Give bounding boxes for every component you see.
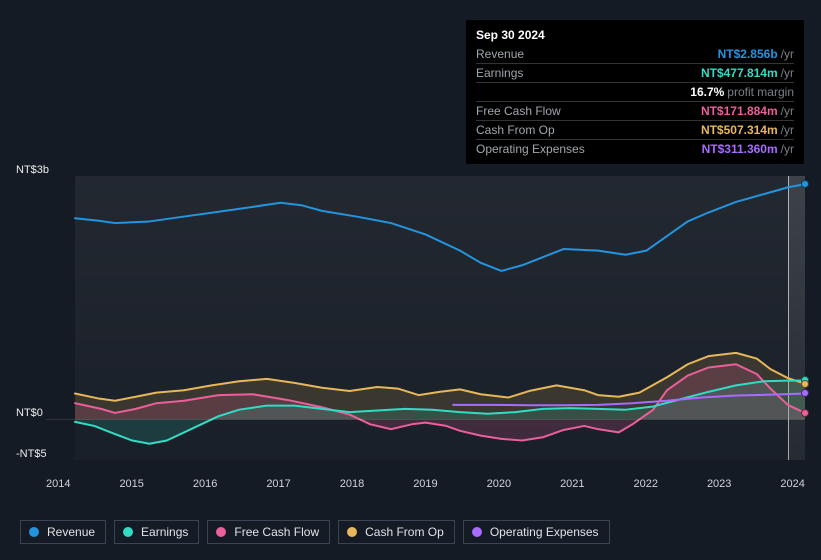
x-axis-tick: 2015 <box>119 478 143 490</box>
tooltip-row-label: Earnings <box>476 65 523 81</box>
legend-swatch <box>123 527 133 537</box>
series-end-dot <box>801 380 809 388</box>
legend-label: Earnings <box>141 525 188 539</box>
x-axis-tick: 2021 <box>560 478 584 490</box>
tooltip-row: Operating Expenses NT$311.360m/yr <box>476 139 794 158</box>
tooltip-row-label: Revenue <box>476 46 524 62</box>
legend-item[interactable]: Free Cash Flow <box>207 520 330 544</box>
legend-item[interactable]: Revenue <box>20 520 106 544</box>
legend-swatch <box>216 527 226 537</box>
tooltip-row: Revenue NT$2.856b/yr <box>476 45 794 63</box>
x-axis-tick: 2022 <box>634 478 658 490</box>
tooltip-row: 16.7%profit margin <box>476 82 794 101</box>
tooltip-row-unit: /yr <box>781 65 794 81</box>
tooltip-row-label: Operating Expenses <box>476 141 585 157</box>
tooltip-row: Earnings NT$477.814m/yr <box>476 63 794 82</box>
tooltip-row-label: Free Cash Flow <box>476 103 561 119</box>
tooltip-row: Cash From Op NT$507.314m/yr <box>476 120 794 139</box>
series-end-dot <box>801 180 809 188</box>
tooltip-row: Free Cash Flow NT$171.884m/yr <box>476 101 794 120</box>
financials-chart[interactable]: NT$3bNT$0-NT$500m 2014201520162017201820… <box>16 160 805 476</box>
legend-swatch <box>472 527 482 537</box>
tooltip-row-unit: /yr <box>781 46 794 62</box>
tooltip-row-unit: /yr <box>781 103 794 119</box>
tooltip-row-value: NT$507.314m <box>701 122 778 138</box>
x-axis-tick: 2017 <box>266 478 290 490</box>
tooltip-row-value: NT$477.814m <box>701 65 778 81</box>
x-axis-tick: 2014 <box>46 478 70 490</box>
data-tooltip: Sep 30 2024 Revenue NT$2.856b/yr Earnings N… <box>466 20 804 164</box>
tooltip-row-label: Cash From Op <box>476 122 555 138</box>
plot-area[interactable] <box>46 176 805 460</box>
x-axis-tick: 2024 <box>780 478 804 490</box>
legend-swatch <box>29 527 39 537</box>
tooltip-row-value: NT$171.884m <box>701 103 778 119</box>
legend-item[interactable]: Cash From Op <box>338 520 455 544</box>
tooltip-row-value: NT$2.856b <box>718 46 778 62</box>
x-axis-tick: 2019 <box>413 478 437 490</box>
chart-legend: Revenue Earnings Free Cash Flow Cash From O… <box>20 520 610 544</box>
tooltip-row-value: NT$311.360m <box>702 141 778 157</box>
y-axis-label: NT$0 <box>16 407 43 419</box>
series-end-dot <box>801 389 809 397</box>
tooltip-row-unit: /yr <box>781 122 794 138</box>
legend-swatch <box>347 527 357 537</box>
series-end-dot <box>801 409 809 417</box>
tooltip-row-unit: /yr <box>781 141 794 157</box>
tooltip-row-unit: profit margin <box>727 84 794 100</box>
y-axis-label: NT$3b <box>16 164 49 176</box>
tooltip-row-value: 16.7% <box>690 84 724 100</box>
legend-item[interactable]: Operating Expenses <box>463 520 610 544</box>
legend-label: Cash From Op <box>365 525 444 539</box>
x-axis-tick: 2016 <box>193 478 217 490</box>
tooltip-date: Sep 30 2024 <box>476 25 794 43</box>
legend-label: Operating Expenses <box>490 525 599 539</box>
x-axis-tick: 2020 <box>487 478 511 490</box>
legend-label: Free Cash Flow <box>234 525 319 539</box>
x-axis-labels: 2014 2015 2016 2017 2018 2019 2020 2021 2022 2023… <box>46 478 805 490</box>
legend-item[interactable]: Earnings <box>114 520 199 544</box>
legend-label: Revenue <box>47 525 95 539</box>
x-axis-tick: 2018 <box>340 478 364 490</box>
x-axis-tick: 2023 <box>707 478 731 490</box>
chart-lines <box>46 176 805 460</box>
